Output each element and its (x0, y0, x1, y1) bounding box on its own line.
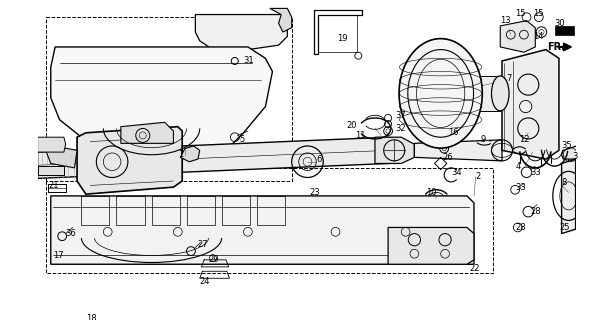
Text: 24: 24 (200, 277, 210, 286)
Text: 2: 2 (476, 172, 481, 181)
Polygon shape (441, 76, 500, 111)
Text: 31: 31 (244, 56, 254, 66)
Text: 32: 32 (395, 124, 406, 133)
Polygon shape (37, 137, 406, 178)
Text: 33: 33 (515, 183, 526, 192)
Text: 7: 7 (507, 74, 511, 83)
Text: 35: 35 (562, 141, 572, 150)
Text: 34: 34 (451, 168, 462, 177)
Text: 3: 3 (572, 152, 578, 161)
Polygon shape (121, 122, 173, 143)
Polygon shape (502, 50, 559, 159)
Polygon shape (51, 196, 474, 264)
Polygon shape (414, 140, 502, 161)
Text: 13: 13 (500, 16, 511, 25)
Text: 22: 22 (470, 264, 480, 273)
Polygon shape (37, 166, 64, 175)
Text: 10: 10 (426, 188, 437, 197)
Text: 33: 33 (530, 168, 541, 177)
Text: 29: 29 (209, 255, 219, 264)
Polygon shape (51, 47, 273, 148)
Text: 6: 6 (316, 155, 322, 164)
Text: 21: 21 (48, 181, 59, 190)
Text: FR.: FR. (546, 42, 565, 52)
Text: 17: 17 (53, 251, 64, 260)
Text: 15: 15 (533, 9, 543, 18)
Polygon shape (500, 21, 535, 52)
Text: 26: 26 (443, 153, 453, 162)
Text: 25: 25 (559, 223, 569, 232)
Polygon shape (47, 146, 77, 168)
Polygon shape (554, 26, 574, 35)
Polygon shape (562, 159, 575, 234)
Text: 1: 1 (178, 150, 183, 159)
Polygon shape (37, 137, 66, 152)
Ellipse shape (491, 76, 509, 111)
Text: 28: 28 (530, 207, 541, 216)
Ellipse shape (399, 39, 482, 148)
Text: 18: 18 (86, 314, 96, 320)
Text: 5: 5 (239, 135, 244, 144)
Text: 27: 27 (197, 240, 208, 250)
Text: 36: 36 (66, 229, 76, 238)
Text: 8: 8 (562, 178, 567, 187)
Polygon shape (562, 146, 581, 159)
Text: 15: 15 (515, 9, 526, 18)
Text: 23: 23 (309, 188, 320, 197)
Text: 12: 12 (519, 135, 530, 144)
Text: 9: 9 (480, 135, 485, 144)
Text: 4: 4 (515, 162, 521, 171)
Polygon shape (270, 8, 292, 32)
Text: 20: 20 (346, 121, 357, 130)
Polygon shape (388, 228, 474, 264)
Polygon shape (195, 14, 287, 50)
Text: 11: 11 (355, 131, 365, 140)
Polygon shape (181, 146, 200, 162)
Text: 30: 30 (554, 19, 565, 28)
Text: 28: 28 (515, 223, 526, 232)
Polygon shape (77, 127, 182, 194)
Text: 14: 14 (534, 32, 544, 41)
Polygon shape (375, 137, 414, 164)
Text: 37: 37 (395, 111, 406, 120)
Text: 16: 16 (448, 128, 458, 137)
Text: 19: 19 (337, 34, 348, 43)
